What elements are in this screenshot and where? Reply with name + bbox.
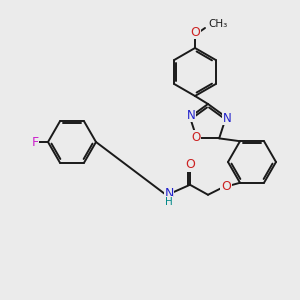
Text: H: H [165,197,173,207]
Text: O: O [191,131,200,144]
Text: N: N [223,112,231,124]
Text: F: F [32,136,39,148]
Text: N: N [164,187,174,200]
Text: N: N [187,109,195,122]
Text: O: O [185,158,195,171]
Text: O: O [190,26,200,38]
Text: CH₃: CH₃ [208,19,227,29]
Text: O: O [221,180,231,193]
